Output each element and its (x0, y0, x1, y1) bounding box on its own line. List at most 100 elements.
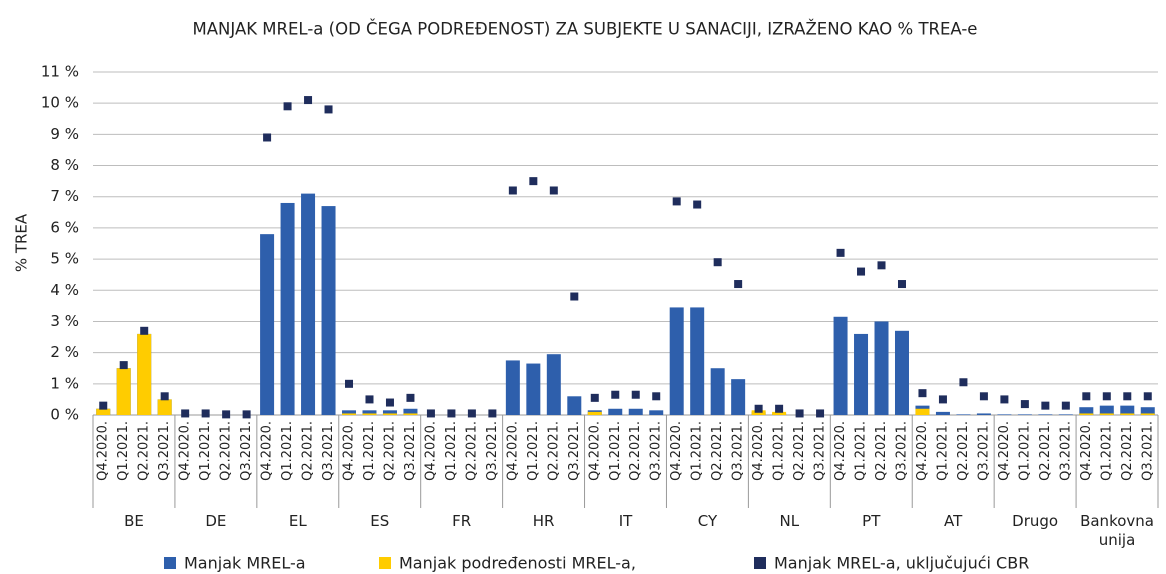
x-tick-label: Q2.2021. (874, 421, 889, 481)
chart-title: MANJAK MREL-a (OD ČEGA PODREĐENOST) ZA S… (193, 20, 978, 39)
x-tick-label: Q3.2021. (813, 421, 828, 481)
marker (426, 409, 435, 418)
x-tick-label: Q2.2021. (628, 421, 643, 481)
bar (567, 396, 582, 415)
x-tick-label: Q2.2021. (1038, 421, 1053, 481)
bar (280, 202, 295, 415)
x-tick-label: Q4.2020. (833, 421, 848, 481)
x-tick-label: Q1.2021. (198, 421, 213, 481)
y-tick-label: 10 % (41, 94, 79, 112)
bar (997, 414, 1012, 415)
marker (140, 326, 149, 335)
bar (976, 413, 991, 415)
x-tick-label: Q4.2020. (1079, 421, 1094, 481)
x-tick-label: Q4.2020. (751, 421, 766, 481)
bar (1140, 413, 1155, 415)
y-tick-label: 0 % (50, 406, 79, 424)
x-tick-label: Q2.2021. (137, 421, 152, 481)
group-label: FR (452, 512, 472, 530)
bar (382, 410, 397, 415)
marker (631, 390, 640, 399)
x-tick-label: Q1.2021. (690, 421, 705, 481)
x-tick-label: Q4.2020. (505, 421, 520, 481)
x-tick-label: Q4.2020. (997, 421, 1012, 481)
bar (956, 414, 971, 415)
marker (959, 378, 968, 387)
marker (1123, 392, 1132, 401)
x-tick-label: Q2.2021. (301, 421, 316, 481)
x-tick-label: Q1.2021. (772, 421, 787, 481)
marker (99, 401, 108, 410)
group-label: HR (532, 512, 555, 530)
marker (795, 409, 804, 418)
x-tick-label: Q2.2021. (382, 421, 397, 481)
bar (1099, 413, 1114, 415)
x-tick-label: Q3.2021. (1140, 421, 1155, 481)
bar (403, 408, 418, 415)
x-tick-label: Q3.2021. (321, 421, 336, 481)
marker (1061, 401, 1070, 410)
bar (608, 408, 623, 415)
marker (1143, 392, 1152, 401)
bar (137, 333, 152, 415)
marker (406, 393, 415, 402)
marker (385, 398, 394, 407)
marker (918, 389, 927, 398)
x-tick-label: Q4.2020. (342, 421, 357, 481)
x-tick-label: Q1.2021. (854, 421, 869, 481)
x-tick-label: Q3.2021. (649, 421, 664, 481)
marker (181, 409, 190, 418)
bar (894, 330, 909, 415)
group-label: EL (288, 512, 307, 530)
marker (467, 409, 476, 418)
marker (119, 361, 128, 370)
marker (201, 409, 210, 418)
marker (1041, 401, 1050, 410)
marker (1102, 392, 1111, 401)
x-tick-label: Q1.2021. (1099, 421, 1114, 481)
bar (1079, 407, 1094, 415)
legend-label: Manjak MREL-a, uključujući CBR (774, 554, 1029, 573)
x-tick-label: Q4.2020. (669, 421, 684, 481)
bar (710, 368, 725, 415)
x-tick-label: Q3.2021. (976, 421, 991, 481)
x-tick-label: Q1.2021. (116, 421, 131, 481)
x-tick-label: Q3.2021. (157, 421, 172, 481)
x-tick-label: Q1.2021. (526, 421, 541, 481)
y-tick-label: 4 % (50, 281, 79, 299)
legend-label: Manjak MREL-a (184, 554, 306, 573)
y-tick-label: 8 % (50, 156, 79, 174)
bar (342, 410, 357, 415)
bar (96, 408, 111, 415)
y-axis-label: % TREA (13, 213, 31, 272)
marker (304, 96, 313, 105)
bar (690, 307, 705, 415)
bar (260, 234, 275, 415)
bar (301, 193, 316, 415)
marker (938, 395, 947, 404)
marker (263, 133, 272, 142)
marker (857, 267, 866, 276)
bar (669, 307, 684, 415)
x-tick-label: Q1.2021. (362, 421, 377, 481)
x-tick-label: Q1.2021. (1017, 421, 1032, 481)
bar (526, 363, 541, 415)
marker (549, 186, 558, 195)
bar (1099, 405, 1114, 415)
y-tick-label: 7 % (50, 187, 79, 205)
bar (157, 399, 172, 415)
bar (403, 413, 418, 415)
marker (816, 409, 825, 418)
x-tick-label: Q2.2021. (464, 421, 479, 481)
bar (116, 368, 131, 415)
marker (672, 197, 681, 206)
x-tick-label: Q4.2020. (587, 421, 602, 481)
x-tick-label: Q2.2021. (1120, 421, 1135, 481)
bar (772, 411, 787, 415)
y-tick-label: 11 % (41, 63, 79, 81)
x-tick-label: Q2.2021. (792, 421, 807, 481)
marker (283, 102, 292, 111)
marker (324, 105, 333, 114)
